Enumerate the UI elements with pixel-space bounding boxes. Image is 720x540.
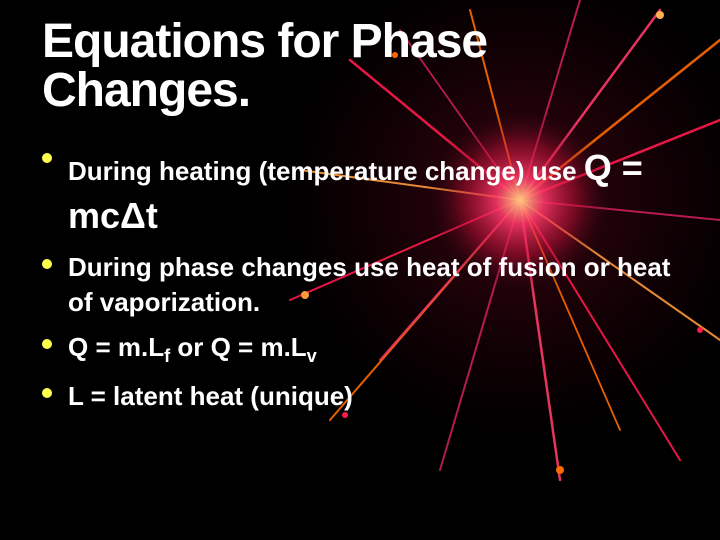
bullet-heating-pre: During heating (temperature change) use [68,156,584,186]
eq-mlv-pre: Q = m.L [211,332,307,362]
bullet-latent-equations: Q = m.Lf or Q = m.Lv [42,330,686,369]
eq-mlv-sub: v [307,346,317,366]
latent-heat-text: L = latent heat (unique) [68,381,353,411]
slide-title: Equations for Phase Changes. [42,18,686,116]
bullet-dot-icon [42,153,52,163]
slide-content: Equations for Phase Changes. During heat… [0,0,720,540]
eq-mlf-pre: Q = m.L [68,332,164,362]
eq-or: or [170,332,210,362]
bullet-dot-icon [42,339,52,349]
bullet-heating: During heating (temperature change) use … [42,144,686,240]
bullet-dot-icon [42,259,52,269]
bullet-dot-icon [42,388,52,398]
bullet-phase-text: During phase changes use heat of fusion … [68,252,670,317]
bullet-latent-heat-def: L = latent heat (unique) [42,379,686,414]
bullet-phase-changes: During phase changes use heat of fusion … [42,250,686,320]
